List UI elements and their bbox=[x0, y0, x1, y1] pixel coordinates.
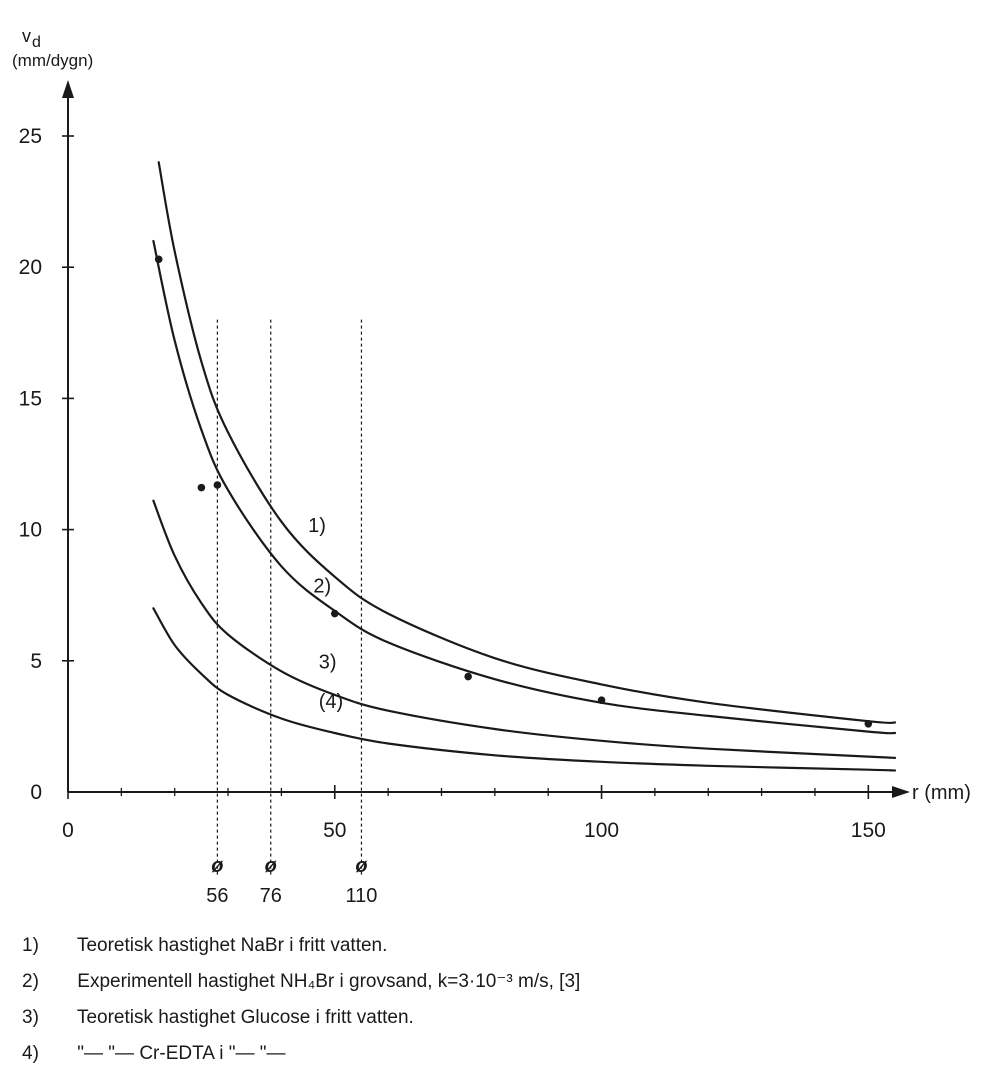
x-tick-label: 50 bbox=[323, 819, 346, 842]
y-tick-label: 20 bbox=[19, 256, 42, 279]
x-tick-label: 100 bbox=[584, 819, 619, 842]
y-tick-label: 10 bbox=[19, 519, 42, 542]
legend-number: 4) bbox=[22, 1043, 39, 1064]
pipe-marker-group: ø 56 ø 76 ø 110 bbox=[206, 319, 378, 907]
measured-data-point bbox=[330, 609, 339, 618]
y-axis-label-subscript: d bbox=[32, 34, 41, 51]
legend-item: 2) Experimentell hastighet NH₄Br i grovs… bbox=[22, 964, 972, 1000]
x-axis-arrow bbox=[892, 786, 910, 798]
curve-series-2 bbox=[152, 239, 897, 735]
axes: 0 50 100 150 0 5 10 15 20 25 v d(mm/dygn) r (mm) bbox=[12, 26, 971, 842]
measured-point-group bbox=[154, 255, 873, 728]
measured-data-point bbox=[597, 696, 606, 704]
curve-group bbox=[152, 161, 897, 772]
measured-data-point bbox=[197, 483, 206, 492]
measured-data-point bbox=[213, 481, 222, 489]
legend-text: Experimentell hastighet NH₄Br i grovsand… bbox=[77, 971, 581, 992]
curve-series-4 bbox=[152, 607, 897, 772]
measured-data-point bbox=[864, 719, 873, 728]
pipe-diameter-icon: ø bbox=[355, 855, 367, 877]
y-axis-label-unit: (mm/dygn) bbox=[12, 51, 93, 70]
measured-data-point bbox=[464, 672, 472, 681]
legend-item: 1) Teoretisk hastighet NaBr i fritt vatt… bbox=[22, 928, 972, 964]
curve-label: 2) bbox=[313, 576, 331, 598]
y-tick-label: 0 bbox=[30, 781, 42, 804]
legend-number: 3) bbox=[22, 1007, 39, 1028]
curve-series-1 bbox=[157, 161, 897, 725]
x-tick-label: 0 bbox=[62, 819, 74, 842]
curve-series-3 bbox=[152, 499, 897, 759]
pipe-diameter-icon: ø bbox=[211, 855, 223, 877]
y-tick-label: 15 bbox=[19, 387, 42, 410]
pipe-marker-label: 76 bbox=[260, 885, 282, 907]
pipe-diameter-icon: ø bbox=[265, 855, 277, 877]
y-tick-label: 25 bbox=[19, 125, 42, 148]
curve-label: 3) bbox=[319, 652, 337, 674]
pipe-marker-label: 56 bbox=[206, 885, 228, 907]
legend-item: 3) Teoretisk hastighet Glucose i fritt v… bbox=[22, 1000, 972, 1036]
legend-text: Teoretisk hastighet NaBr i fritt vatten. bbox=[76, 935, 388, 956]
legend-text: Teoretisk hastighet Glucose i fritt vatt… bbox=[76, 1007, 414, 1028]
chart-canvas: 0 50 100 150 0 5 10 15 20 25 v d(mm/dygn) r (mm) ø 56… bbox=[12, 26, 971, 907]
x-tick-label: 150 bbox=[851, 819, 886, 842]
x-axis-label: r (mm) bbox=[912, 782, 971, 804]
y-axis-arrow bbox=[62, 80, 74, 98]
legend-item: 4) "— "— Cr-EDTA i "— "— bbox=[22, 1036, 972, 1072]
measured-data-point bbox=[154, 255, 163, 264]
legend: 1) Teoretisk hastighet NaBr i fritt vatt… bbox=[22, 928, 972, 1072]
curve-label: (4) bbox=[319, 691, 343, 713]
y-axis-label-symbol: v bbox=[22, 26, 31, 46]
y-tick-label: 5 bbox=[30, 650, 42, 673]
curve-label: 1) bbox=[308, 515, 326, 537]
legend-text: "— "— Cr-EDTA i "— "— bbox=[77, 1043, 286, 1064]
curve-label-group: 1) 2) 3) (4) bbox=[308, 515, 343, 713]
legend-number: 2) bbox=[22, 971, 39, 992]
pipe-marker-label: 110 bbox=[346, 885, 378, 907]
legend-number: 1) bbox=[22, 935, 39, 956]
